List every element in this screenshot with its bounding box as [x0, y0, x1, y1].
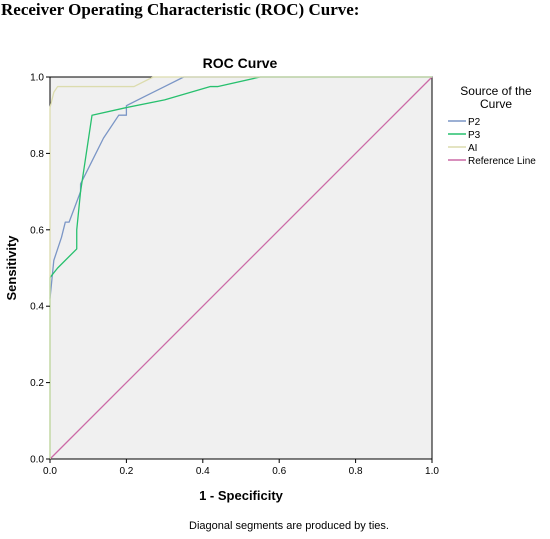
y-axis: 0.0 0.2 0.4 0.6 0.8 1.0 — [30, 73, 50, 466]
legend-label-p2: P2 — [468, 117, 481, 128]
series-line-reference-line — [49, 76, 433, 460]
y-tick-label: 1.0 — [30, 73, 44, 84]
reference-line-layer — [49, 76, 433, 460]
x-tick-label: 1.0 — [425, 466, 439, 477]
y-axis-label: Sensitivity — [4, 235, 19, 301]
y-tick-label: 0.4 — [30, 302, 44, 313]
legend-title-line-1: Source of the — [460, 84, 532, 98]
y-tick-label: 0.6 — [30, 225, 44, 236]
legend-label-reference-line: Reference Line — [468, 156, 536, 167]
series-line-p2 — [49, 76, 432, 299]
x-tick-label: 0.4 — [196, 466, 210, 477]
x-tick-label: 0.6 — [272, 466, 286, 477]
legend: Source of the Curve P2 P3 AI Reference Line — [448, 84, 536, 167]
x-axis-label: 1 - Specificity — [199, 488, 284, 503]
x-axis: 0.0 0.2 0.4 0.6 0.8 1.0 — [43, 459, 439, 477]
y-tick-label: 0.0 — [30, 455, 44, 466]
legend-label-ai: AI — [468, 143, 477, 154]
y-tick-label: 0.2 — [30, 378, 44, 389]
footnote: Diagonal segments are produced by ties. — [189, 520, 389, 532]
x-tick-label: 0.0 — [43, 466, 57, 477]
page-heading: Receiver Operating Characteristic (ROC) … — [1, 0, 360, 19]
series-layer — [49, 76, 432, 459]
x-tick-label: 0.2 — [119, 466, 133, 477]
chart-title: ROC Curve — [203, 55, 278, 71]
y-tick-label: 0.8 — [30, 149, 44, 160]
x-tick-label: 0.8 — [349, 466, 363, 477]
legend-label-p3: P3 — [468, 130, 481, 141]
legend-title-line-2: Curve — [480, 97, 512, 111]
series-line-p3 — [49, 76, 432, 459]
series-line-ai — [49, 76, 432, 459]
